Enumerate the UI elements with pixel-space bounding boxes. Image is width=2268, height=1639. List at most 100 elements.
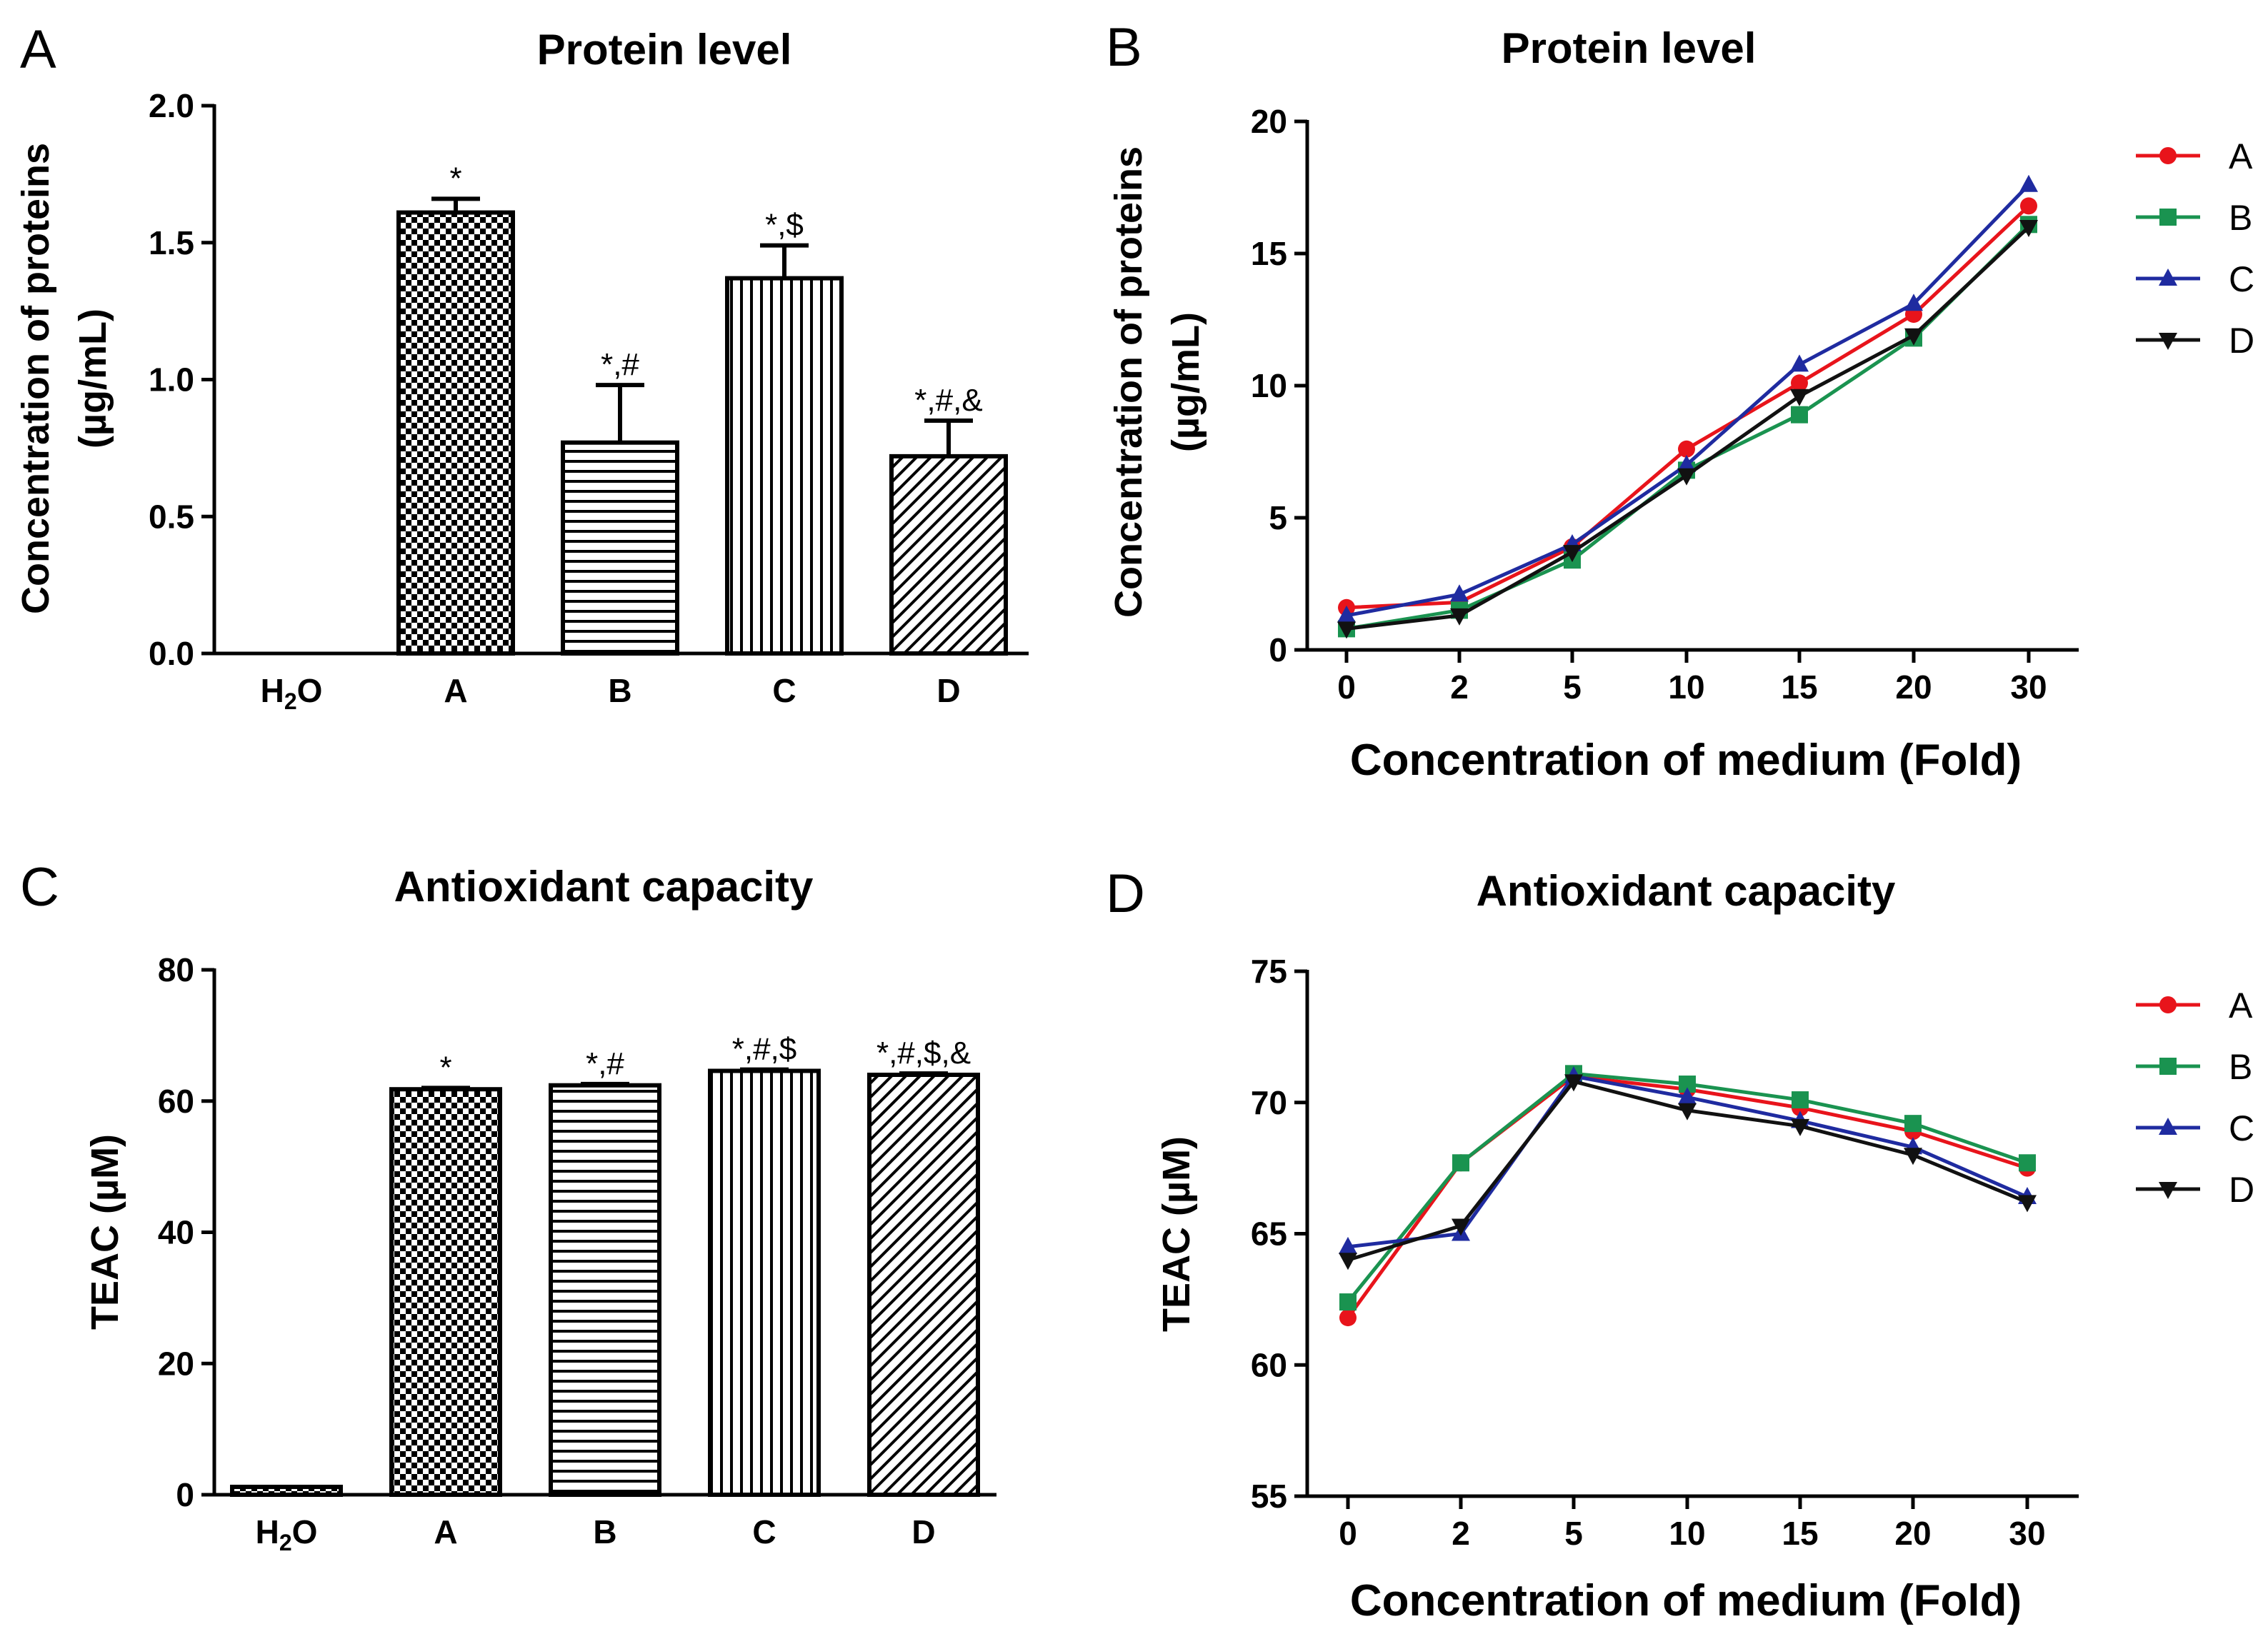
x-tick-label-B: 10 [1668, 668, 1704, 706]
data-point-C [1678, 1087, 1697, 1105]
panel-letter-C: C [20, 857, 59, 918]
x-tick-label-A: D [936, 672, 960, 709]
data-point-D [1904, 328, 1923, 346]
chart-title-A: Protein level [537, 26, 792, 74]
bar [230, 1484, 343, 1498]
data-point-D [2018, 1195, 2037, 1213]
legend-label-B: B [2229, 198, 2252, 238]
legend-label-B: B [2229, 1047, 2252, 1087]
data-point-C [1677, 455, 1696, 472]
legend-marker-B [2159, 1058, 2177, 1075]
data-point-D [2019, 220, 2038, 237]
panel-A: A Protein level 0.0 0.5 1.0 1.5 2.0 Concentrati… [14, 19, 1029, 714]
x-tick-label-C: A [434, 1513, 457, 1550]
panel-letter-A: A [20, 19, 56, 80]
y-tick-label-A: 0.5 [149, 498, 194, 535]
bar [708, 1068, 821, 1498]
bar [549, 1083, 661, 1497]
panel-letter-B: B [1106, 17, 1142, 78]
significance-label: *,# [586, 1046, 624, 1081]
legend-label-D: D [2229, 1170, 2254, 1210]
y-tick-label-B: 15 [1251, 235, 1287, 272]
x-tick-label-B: 0 [1337, 668, 1356, 706]
x-tick-label-D: 5 [1564, 1515, 1583, 1552]
x-tick-label-D: 10 [1669, 1515, 1705, 1552]
y-tick-label-C: 60 [158, 1083, 194, 1120]
y-axis-label-C: TEAC (µM) [84, 1134, 126, 1330]
significance-label: *,#,$ [732, 1032, 797, 1067]
x-tick-label-A: A [444, 672, 467, 709]
y-axis-label-B: Concentration of proteins [1107, 146, 1150, 618]
significance-label: * [439, 1050, 451, 1085]
data-point-D [1790, 389, 1809, 406]
x-tick-label-B: 5 [1563, 668, 1582, 706]
legend-marker-B [2159, 209, 2177, 226]
x-axis-label-D: Concentration of medium (Fold) [1350, 1576, 2022, 1625]
significance-label: *,$ [765, 208, 804, 243]
data-point-D [1450, 608, 1469, 626]
x-tick-label-A: B [608, 672, 631, 709]
y-tick-label-D: 75 [1251, 953, 1287, 990]
legend-marker-D [2159, 333, 2177, 350]
series-line-B [1346, 223, 2030, 631]
bar [867, 1073, 980, 1497]
data-point-D [1337, 621, 1356, 639]
y-tick-label-B: 10 [1251, 367, 1287, 404]
significance-label: *,#,& [914, 383, 982, 418]
x-tick-label-B: 15 [1781, 668, 1817, 706]
data-point-B [1791, 406, 1808, 423]
y-tick-label-C: 20 [158, 1345, 194, 1382]
data-point-D [1564, 1074, 1583, 1092]
legend-marker-C [2159, 1118, 2177, 1135]
bar [725, 276, 844, 656]
legend-label-C: C [2229, 259, 2254, 299]
y-tick-label-B: 5 [1269, 499, 1287, 536]
y-tick-label-D: 60 [1251, 1346, 1287, 1383]
x-tick-label-B: 20 [1895, 668, 1932, 706]
y-tick-label-D: 65 [1251, 1216, 1287, 1253]
panel-B: B Protein level 0 5 10 15 20 Concentration of p… [1106, 17, 2254, 785]
data-point-D [1677, 468, 1696, 486]
data-point-D [1452, 1218, 1470, 1236]
y-tick-label-B: 0 [1269, 631, 1287, 668]
chart-title-D: Antioxidant capacity [1477, 867, 1896, 915]
legend-label-A: A [2229, 136, 2253, 176]
significance-label: *,#,$,& [876, 1036, 971, 1071]
x-tick-label-D: 20 [1894, 1515, 1931, 1552]
chart-title-B: Protein level [1502, 24, 1757, 72]
data-point-B [1792, 1091, 1809, 1109]
y-tick-label-A: 1.0 [149, 361, 194, 399]
y-tick-label-A: 1.5 [149, 224, 194, 261]
y-tick-label-A: 2.0 [149, 87, 194, 124]
y-axis-label-D: TEAC (µM) [1155, 1136, 1198, 1332]
legend-marker-D [2159, 1182, 2177, 1199]
data-point-C [2019, 174, 2038, 192]
legend-marker-C [2159, 269, 2177, 286]
panel-C: C Antioxidant capacity 0 20 40 60 80 TEAC (µM) H… [20, 857, 996, 1555]
data-point-B [1452, 1154, 1469, 1172]
y-tick-label-B: 20 [1251, 103, 1287, 140]
data-point-D [1904, 1148, 1922, 1166]
x-axis-label-B: Concentration of medium (Fold) [1350, 736, 2022, 785]
y-axis-unit-A: (µg/mL) [71, 309, 114, 448]
series-line-D [1346, 226, 2030, 631]
data-point-A [1678, 440, 1695, 458]
bar [389, 1087, 502, 1497]
data-point-B [2019, 1154, 2036, 1172]
x-tick-label-C: B [593, 1513, 616, 1550]
x-tick-label-C: D [911, 1513, 935, 1550]
panel-letter-D: D [1106, 863, 1145, 924]
x-tick-label-B: 30 [2010, 668, 2047, 706]
data-point-C [1339, 1236, 1357, 1254]
data-point-C [1904, 294, 1923, 311]
x-tick-label-D: 0 [1339, 1515, 1357, 1552]
data-point-C [1450, 584, 1469, 602]
y-axis-unit-B: (µg/mL) [1164, 312, 1207, 452]
significance-label: * [449, 161, 461, 196]
y-tick-label-C: 80 [158, 951, 194, 988]
significance-label: *,# [601, 347, 639, 382]
data-point-A [1339, 1309, 1357, 1327]
series-line-A [1346, 204, 2030, 610]
x-tick-label-A: C [772, 672, 796, 709]
